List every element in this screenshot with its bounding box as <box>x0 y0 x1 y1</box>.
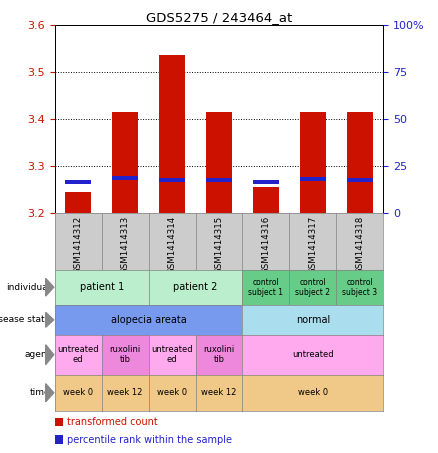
Text: percentile rank within the sample: percentile rank within the sample <box>67 434 232 444</box>
Text: untreated
ed: untreated ed <box>151 345 193 364</box>
Polygon shape <box>46 313 54 327</box>
Text: week 0: week 0 <box>63 388 93 397</box>
Bar <box>300 177 326 181</box>
Bar <box>347 112 373 213</box>
Text: GSM1414312: GSM1414312 <box>74 216 83 274</box>
Bar <box>347 178 373 182</box>
Text: patient 1: patient 1 <box>80 282 124 292</box>
Text: week 0: week 0 <box>298 388 328 397</box>
Polygon shape <box>46 345 54 365</box>
Bar <box>159 55 185 213</box>
Text: week 12: week 12 <box>201 388 237 397</box>
Polygon shape <box>46 384 54 402</box>
Text: GSM1414317: GSM1414317 <box>308 216 318 274</box>
Text: ruxolini
tib: ruxolini tib <box>110 345 141 364</box>
Text: GSM1414316: GSM1414316 <box>261 216 270 274</box>
Bar <box>206 178 232 182</box>
Bar <box>253 187 279 213</box>
Bar <box>300 112 326 213</box>
Text: normal: normal <box>296 315 330 325</box>
Text: agent: agent <box>24 350 50 359</box>
Text: GSM1414313: GSM1414313 <box>120 216 130 274</box>
Text: individual: individual <box>6 283 50 292</box>
Text: time: time <box>30 388 50 397</box>
Text: transformed count: transformed count <box>67 417 158 427</box>
Text: untreated: untreated <box>292 350 334 359</box>
Text: patient 2: patient 2 <box>173 282 218 292</box>
Text: untreated
ed: untreated ed <box>57 345 99 364</box>
Text: GSM1414314: GSM1414314 <box>168 216 177 274</box>
Text: control
subject 2: control subject 2 <box>295 278 330 297</box>
Text: control
subject 3: control subject 3 <box>342 278 378 297</box>
Polygon shape <box>46 278 54 296</box>
Text: GDS5275 / 243464_at: GDS5275 / 243464_at <box>146 11 292 24</box>
Text: alopecia areata: alopecia areata <box>111 315 187 325</box>
Bar <box>206 112 232 213</box>
Bar <box>65 192 91 213</box>
Text: control
subject 1: control subject 1 <box>248 278 283 297</box>
Text: disease state: disease state <box>0 315 50 324</box>
Text: GSM1414315: GSM1414315 <box>215 216 223 274</box>
Bar <box>65 180 91 184</box>
Text: week 0: week 0 <box>157 388 187 397</box>
Bar <box>159 178 185 182</box>
Text: week 12: week 12 <box>107 388 143 397</box>
Bar <box>112 176 138 179</box>
Bar <box>112 112 138 213</box>
Text: ruxolini
tib: ruxolini tib <box>203 345 235 364</box>
Text: GSM1414318: GSM1414318 <box>355 216 364 274</box>
Bar <box>253 180 279 184</box>
